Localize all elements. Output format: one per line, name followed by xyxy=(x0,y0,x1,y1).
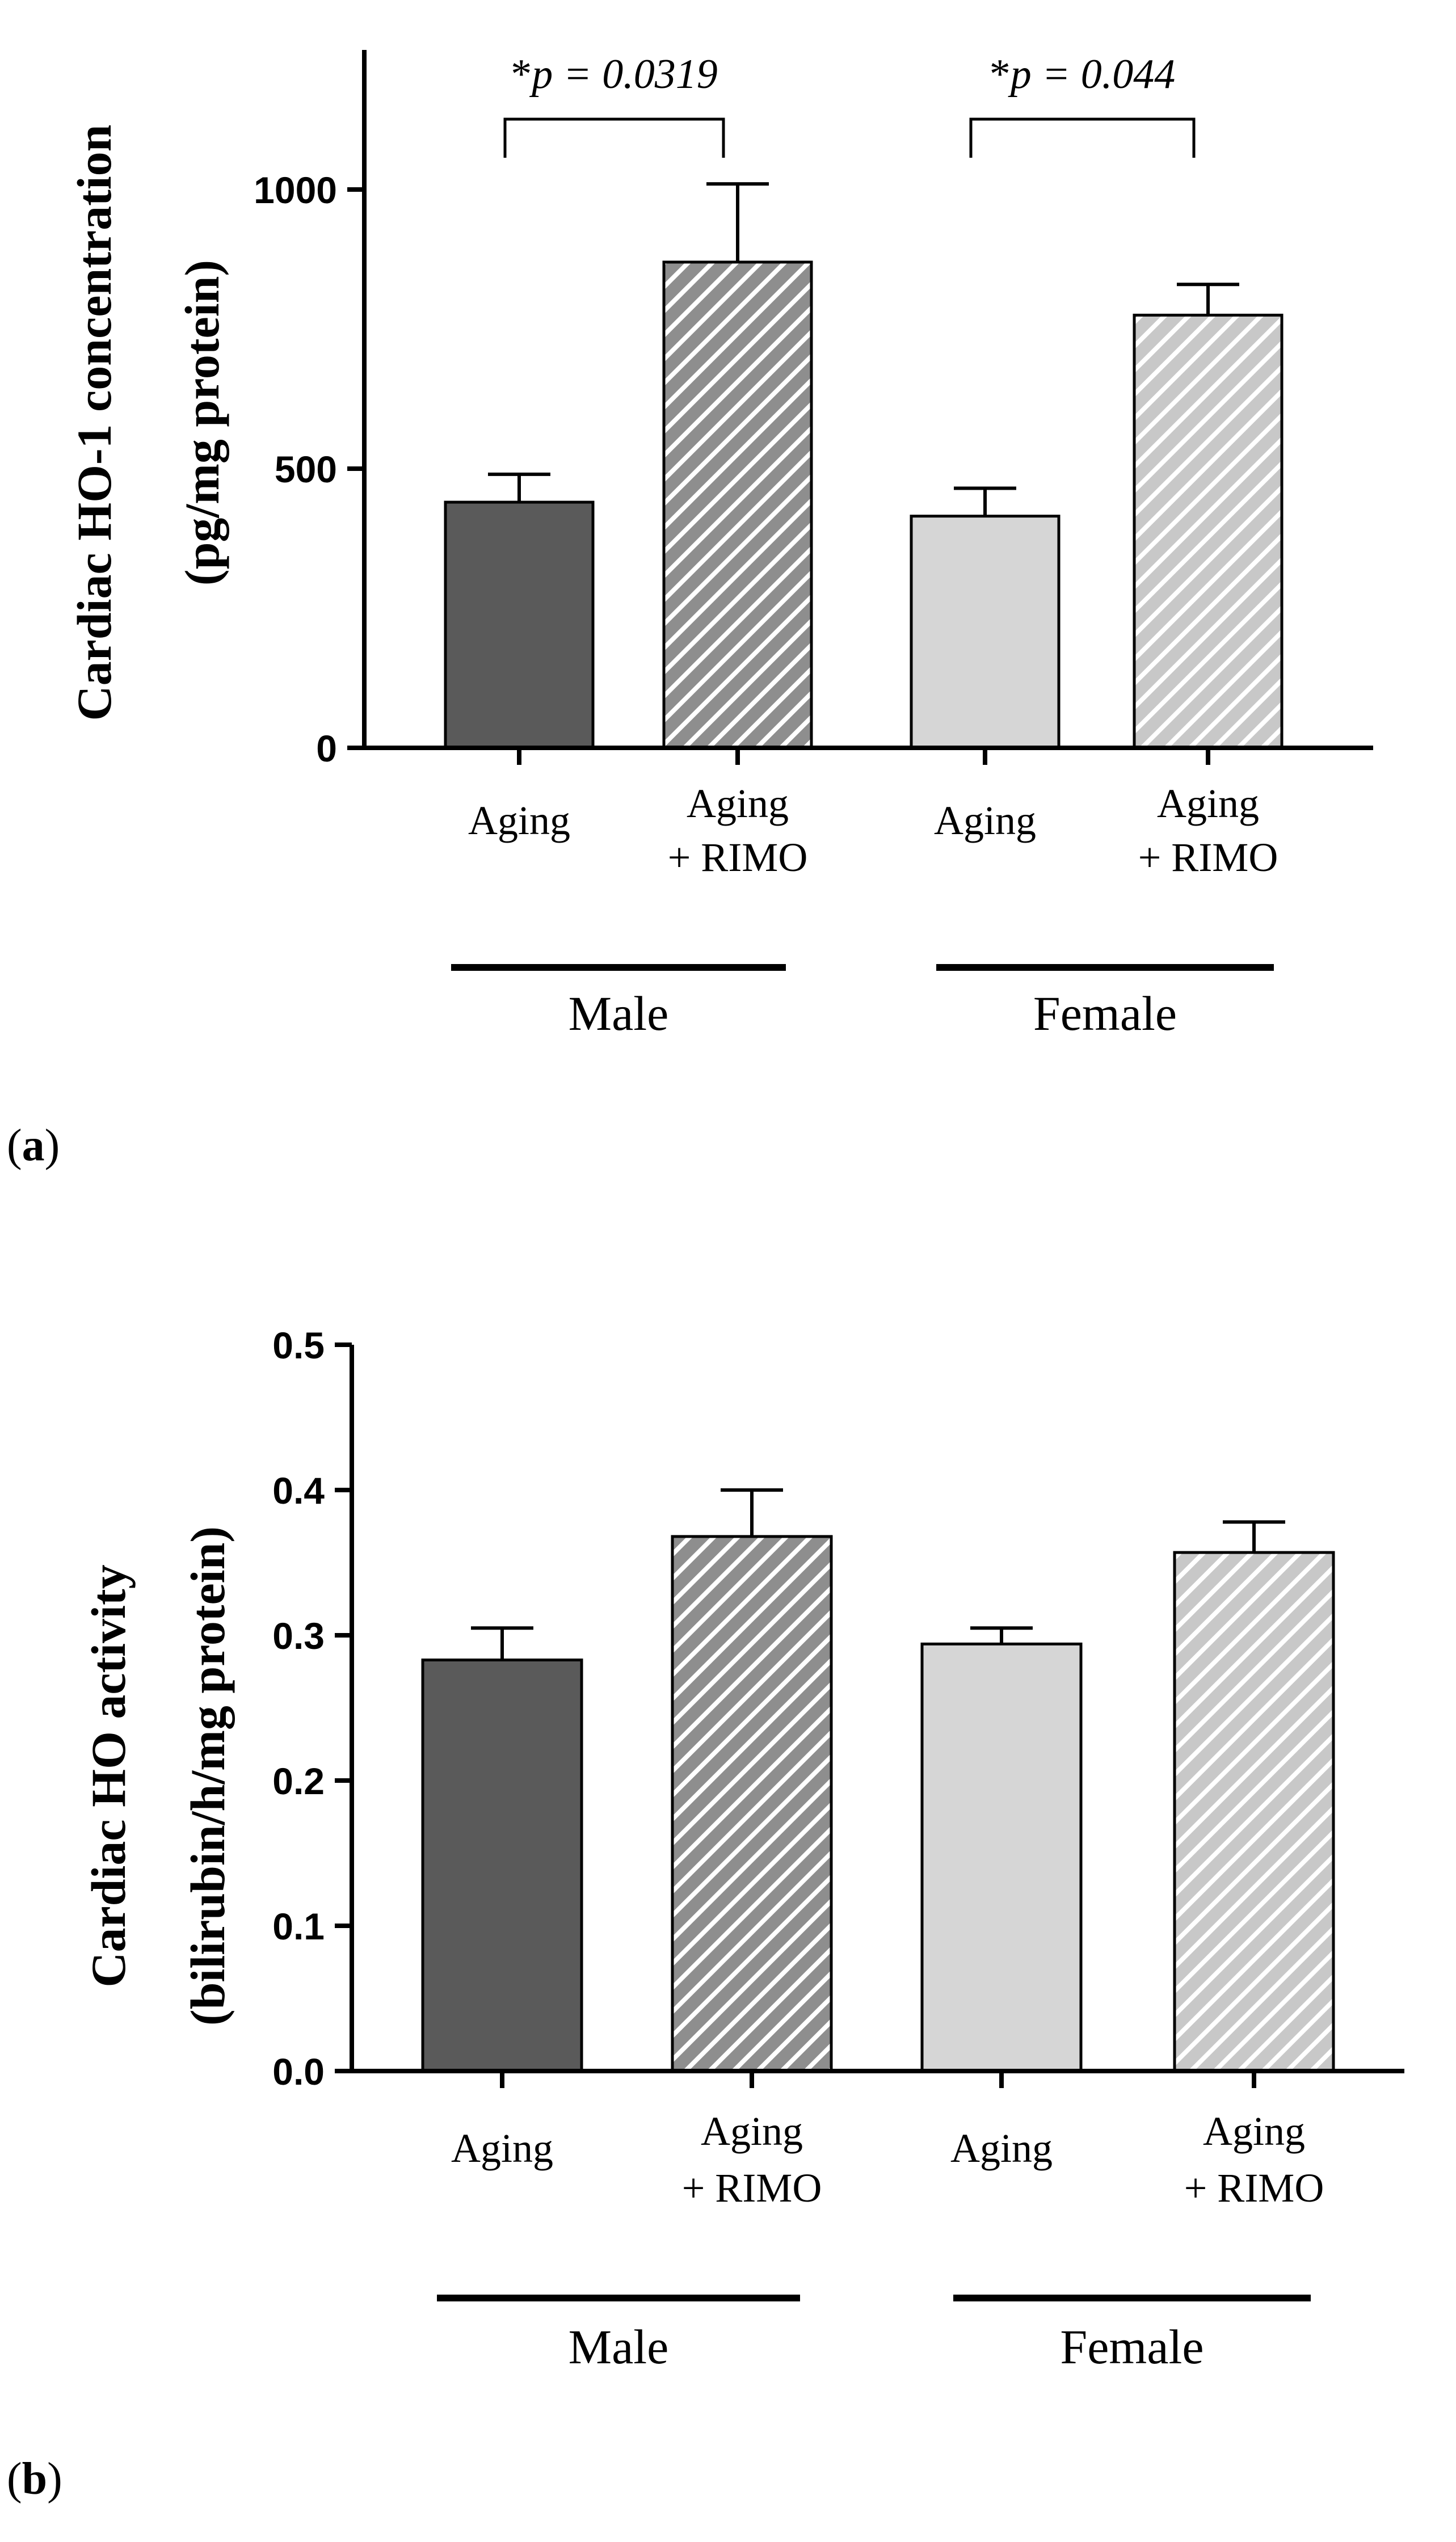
category-label-line1: Aging xyxy=(950,2126,1053,2171)
panel-a-y-axis-label: Cardiac HO-1 concentration (pg/mg protei… xyxy=(67,125,229,721)
category-label-line1: Aging xyxy=(701,2108,803,2154)
category-label-line2: + RIMO xyxy=(668,835,808,880)
significance-star: * xyxy=(511,51,532,98)
y-tick-label: 0.0 xyxy=(272,2051,325,2093)
significance-bracket xyxy=(503,117,725,158)
panel-b-x-ticks xyxy=(500,2071,1256,2088)
significance-star: * xyxy=(990,51,1011,98)
category-label-line1: Aging xyxy=(687,781,789,826)
category-label-line1: Aging xyxy=(451,2126,553,2171)
panel-a-label: (a) xyxy=(7,1121,60,1171)
panel-b-ylabel-line2: (bilirubin/h/mg protein) xyxy=(180,1526,235,2026)
bar xyxy=(910,515,1061,750)
y-tick-label: 0.4 xyxy=(272,1470,325,1512)
panel-b-groups: Male Female xyxy=(437,2295,1311,2374)
y-tick-label: 0.5 xyxy=(272,1324,325,1366)
panel-a-annotations: *p = 0.0319 *p = 0.044 xyxy=(503,51,1196,158)
panel-a-ylabel-line1: Cardiac HO-1 concentration xyxy=(67,125,121,721)
significance-p-value: p = 0.0319 xyxy=(529,51,717,98)
group-label: Female xyxy=(1033,986,1177,1041)
y-tick-label: 0.2 xyxy=(272,1760,325,1802)
bar xyxy=(1173,1551,1335,2073)
bar xyxy=(444,500,595,750)
category-label-line1: Aging xyxy=(934,798,1036,843)
panel-b-y-ticks: 0.0 0.1 0.2 0.3 0.4 0.5 xyxy=(272,1324,352,2093)
panel-a-ylabel-line2: (pg/mg protein) xyxy=(175,260,229,586)
group-label: Male xyxy=(569,986,669,1041)
panel-b-label: (b) xyxy=(7,2454,62,2504)
panel-a-chart: Cardiac HO-1 concentration (pg/mg protei… xyxy=(7,50,1373,1171)
significance-p-value: p = 0.044 xyxy=(1008,51,1175,98)
panel-b-bars xyxy=(421,1535,1335,2073)
panel-a-x-ticks xyxy=(517,748,1210,765)
y-tick-label: 0 xyxy=(316,727,337,769)
bar xyxy=(662,260,813,750)
panel-b-category-labels: Aging Aging + RIMO Aging Aging + RIMO xyxy=(451,2108,1324,2211)
y-tick-label: 0.3 xyxy=(272,1615,325,1657)
category-label-line1: Aging xyxy=(468,798,570,843)
category-label-line1: Aging xyxy=(1203,2108,1305,2154)
panel-b-error-bars xyxy=(471,1488,1285,1660)
panel-b-chart: Cardiac HO activity (bilirubin/h/mg prot… xyxy=(7,1324,1404,2504)
y-tick-label: 1000 xyxy=(254,169,337,211)
bar xyxy=(421,1659,583,2073)
panel-a-y-ticks: 0 500 1000 xyxy=(254,169,364,769)
category-label-line2: + RIMO xyxy=(1184,2165,1324,2211)
panel-b-ylabel-line1: Cardiac HO activity xyxy=(81,1564,136,1987)
bar xyxy=(671,1535,833,2073)
panel-a-error-bars xyxy=(488,182,1239,516)
category-label-line2: + RIMO xyxy=(1138,835,1278,880)
bar xyxy=(920,1642,1083,2073)
y-tick-label: 0.1 xyxy=(272,1905,325,1947)
category-label-line2: + RIMO xyxy=(682,2165,822,2211)
category-label-line1: Aging xyxy=(1157,781,1259,826)
panel-a-category-labels: Aging Aging + RIMO Aging Aging + RIMO xyxy=(468,781,1278,880)
significance-label: *p = 0.0319 xyxy=(511,51,717,98)
panel-b-y-axis-label: Cardiac HO activity (bilirubin/h/mg prot… xyxy=(81,1526,235,2026)
panel-a-bars xyxy=(444,260,1284,750)
group-label: Female xyxy=(1060,2320,1203,2374)
significance-label: *p = 0.044 xyxy=(990,51,1175,98)
group-label: Male xyxy=(569,2320,669,2374)
panel-a-groups: Male Female xyxy=(451,964,1274,1041)
y-tick-label: 500 xyxy=(275,448,337,490)
significance-bracket xyxy=(969,117,1196,158)
bar xyxy=(1133,313,1284,750)
